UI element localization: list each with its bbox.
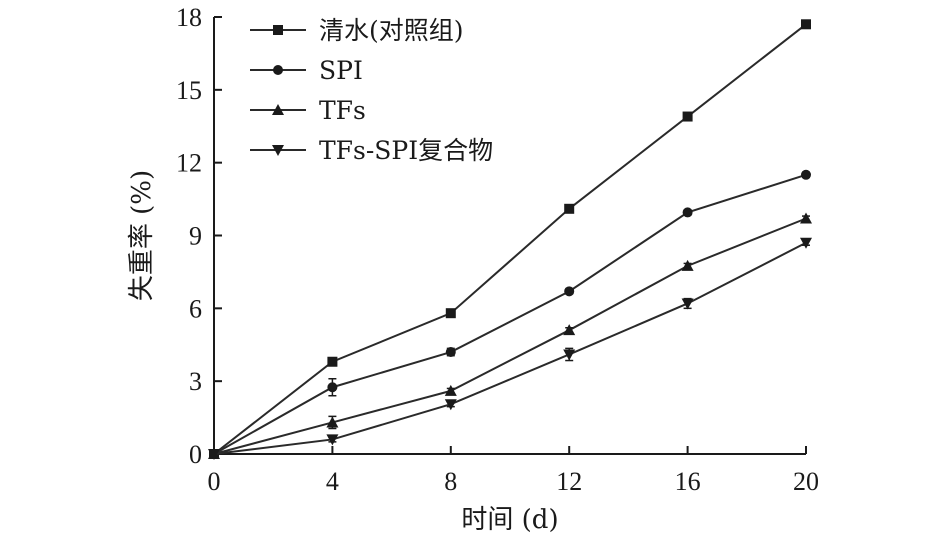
legend-marker [273, 65, 283, 75]
x-tick-label: 8 [444, 467, 457, 496]
data-point [445, 308, 456, 319]
data-point [564, 286, 575, 297]
data-point [445, 347, 456, 358]
data-point [563, 324, 576, 336]
data-point [327, 382, 338, 393]
legend-label: TFs-SPI复合物 [319, 136, 493, 165]
y-tick-label: 6 [189, 294, 202, 323]
x-tick-label: 0 [208, 467, 221, 496]
data-point [444, 384, 457, 396]
legend-item: TFs-SPI复合物 [250, 136, 493, 165]
data-point [681, 298, 694, 310]
legend-item: SPI [250, 56, 363, 85]
data-point [682, 111, 693, 122]
data-point [444, 399, 457, 411]
y-tick-label: 9 [189, 222, 202, 251]
series-1 [209, 169, 811, 459]
data-point [563, 349, 576, 361]
data-point [327, 356, 338, 367]
series-line [213, 23, 807, 455]
data-series [208, 19, 812, 460]
axes [213, 17, 806, 455]
y-axis-title: 失重率 (%) [127, 170, 157, 301]
y-tick-label: 12 [176, 149, 202, 178]
x-tick-label: 12 [556, 467, 582, 496]
y-tick-label: 15 [176, 76, 202, 105]
legend-item: 清水(对照组) [250, 16, 464, 45]
data-point [681, 259, 694, 271]
series-line [213, 173, 807, 455]
data-point [800, 212, 812, 224]
data-point [564, 203, 575, 214]
data-point [326, 416, 339, 428]
series-0 [209, 19, 811, 459]
data-point [208, 449, 220, 460]
legend: 清水(对照组) SPI TFs TFs-SPI复合物 [250, 16, 493, 165]
y-tick-label: 3 [189, 367, 202, 396]
legend-marker [273, 25, 283, 35]
legend-marker [272, 104, 284, 115]
data-point [326, 434, 339, 446]
data-point [800, 237, 812, 249]
legend-label: 清水(对照组) [319, 16, 464, 45]
x-tick-label: 20 [793, 467, 819, 496]
x-axis-title: 时间 (d) [461, 505, 558, 535]
series-line [213, 217, 807, 455]
legend-label: TFs [319, 96, 366, 125]
y-tick-label: 18 [176, 3, 202, 32]
data-point [682, 207, 693, 218]
legend-label: SPI [319, 56, 363, 85]
series-2 [208, 212, 812, 459]
x-tick-label: 4 [326, 467, 339, 496]
legend-item: TFs [250, 96, 366, 125]
legend-marker [272, 145, 284, 156]
series-3 [208, 237, 812, 460]
x-tick-label: 16 [675, 467, 701, 496]
data-point [801, 19, 811, 30]
series-line [213, 241, 807, 455]
y-tick-label: 0 [189, 440, 202, 469]
data-point [801, 169, 811, 180]
